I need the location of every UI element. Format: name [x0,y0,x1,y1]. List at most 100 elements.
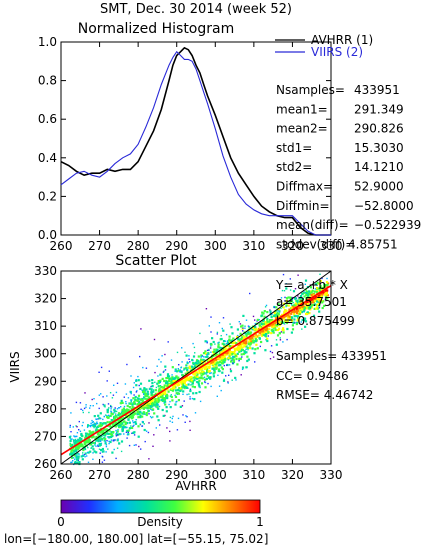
scatter-point [290,331,293,334]
regression-b: b= 0.875499 [276,314,355,328]
scatter-point [207,359,210,362]
scatter-y-tick-label: 280 [34,402,57,416]
scatter-point [203,376,206,378]
scatter-point [93,423,95,425]
scatter-point [83,454,86,456]
scatter-point [295,307,298,311]
scatter-point [271,328,274,331]
scatter-point [78,461,81,464]
scatter-point [242,327,244,329]
scatter-point [225,333,228,336]
scatter-point [143,387,146,390]
scatter-point [103,432,106,435]
scatter-axis-ticks: 260 270 280 290 300 310 320 330 260 270 280 290 300 3… [34,264,342,482]
histogram-axis-ticks: 260 270 280 290 300 310 320 330 0.0 0.2 0.4 0.6 0.8 1… [38,35,343,253]
scatter-point [324,298,327,301]
scatter-point [74,440,77,443]
scatter-point [199,332,201,335]
scatter-point [156,402,159,405]
scatter-point [139,382,143,385]
scatter-point [77,443,80,447]
scatter-point [137,435,140,438]
scatter-point [117,413,120,417]
scatter-point [89,407,91,409]
scatter-point [260,321,263,324]
scatter-point [168,403,170,406]
scatter-point [245,351,248,354]
scatter-point [139,355,141,358]
scatter-point [158,399,161,402]
scatter-point [97,439,100,442]
scatter-point [229,368,232,370]
scatter-point [251,328,254,331]
scatter-point [83,441,86,444]
scatter-point [127,429,130,432]
scatter-point [175,375,178,378]
scatter-point [99,412,102,415]
scatter-point [185,367,188,370]
scatter-point [139,387,142,390]
scatter-point [131,432,133,434]
scatter-point [73,454,76,457]
scatter-point [164,353,166,356]
scatter-point [139,415,142,418]
scatter-point [213,361,216,364]
scatter-point [108,442,110,445]
scatter-point [260,328,264,331]
scatter-point [78,443,81,446]
scatter-point [118,413,121,416]
scatter-point [272,325,275,328]
scatter-point [303,306,307,309]
scatter-point [249,334,252,337]
scatter-point [197,377,200,380]
scatter-point [283,318,286,321]
scatter-point [154,371,156,374]
scatter-point [153,434,155,436]
scatter-point [315,286,319,290]
scatter-point [255,329,258,332]
scatter-point [173,377,176,380]
scatter-point [217,342,219,344]
scatter-point [239,323,242,325]
scatter-point [113,440,115,442]
stat-value: −0.522939 [354,218,421,232]
scatter-point [232,360,236,363]
scatter-point [283,310,286,313]
scatter-point [182,414,184,416]
scatter-point [212,375,215,378]
scatter-point [220,337,223,341]
scatter-point [292,321,295,324]
stat-value: 290.826 [354,122,404,136]
scatter-point [310,306,313,309]
scatter-point [175,383,178,386]
scatter-point [98,417,101,420]
scatter-point [165,377,168,380]
scatter-point [294,302,297,305]
scatter-point [196,360,200,363]
scatter-point [189,420,191,423]
scatter-point [98,436,101,439]
scatter-point [288,315,291,318]
scatter-point [262,319,265,322]
scatter-point [216,349,219,352]
scatter-point [161,377,164,380]
scatter-point [101,447,104,451]
scatter-point [103,404,106,407]
scatter-point [99,452,101,454]
scatter-point [166,395,169,398]
scatter-point [310,291,313,294]
scatter-point [114,439,116,441]
scatter-point [210,331,212,333]
scatter-point [316,288,319,291]
scatter-point [310,293,313,297]
scatter-point [268,320,271,323]
scatter-point [242,330,244,332]
scatter-point [201,377,204,380]
scatter-point [162,397,165,400]
scatter-point [220,347,223,350]
scatter-point [135,384,138,387]
scatter-point [245,340,248,343]
scatter-point [125,410,128,413]
scatter-point [213,371,216,374]
scatter-point [306,301,309,304]
